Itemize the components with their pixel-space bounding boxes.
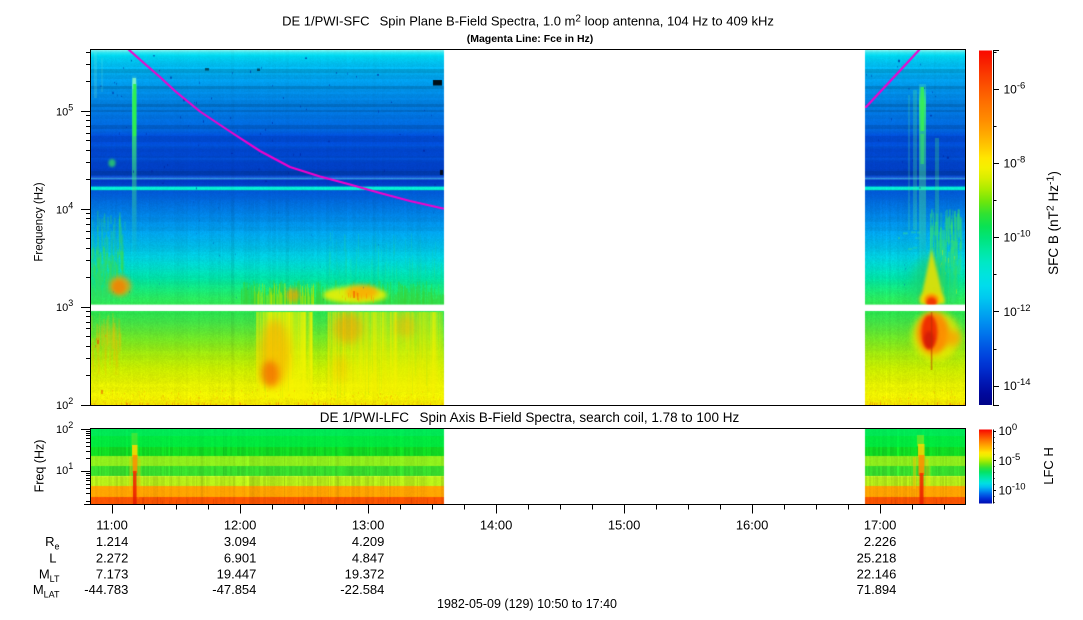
svg-text:10-10: 10-10 [1004, 229, 1031, 245]
svg-text:2.272: 2.272 [96, 550, 129, 565]
svg-text:102: 102 [56, 396, 73, 412]
svg-text:-47.854: -47.854 [212, 582, 256, 597]
svg-text:12:00: 12:00 [224, 518, 257, 533]
svg-text:Frequency (Hz): Frequency (Hz) [34, 182, 46, 261]
svg-text:14:00: 14:00 [480, 518, 513, 533]
svg-text:19.372: 19.372 [345, 566, 385, 581]
svg-text:11:00: 11:00 [96, 518, 128, 533]
svg-text:Freq (Hz): Freq (Hz) [33, 440, 47, 493]
svg-text:MLT: MLT [39, 566, 60, 584]
svg-text:4.209: 4.209 [352, 534, 385, 549]
svg-text:10-14: 10-14 [1004, 377, 1031, 393]
svg-text:10-5: 10-5 [999, 452, 1021, 468]
svg-text:15:00: 15:00 [608, 518, 641, 533]
svg-text:16:00: 16:00 [736, 518, 769, 533]
svg-text:104: 104 [56, 200, 73, 216]
svg-text:71.894: 71.894 [857, 582, 897, 597]
svg-text:2.226: 2.226 [864, 534, 897, 549]
svg-text:7.173: 7.173 [96, 566, 129, 581]
svg-text:MLAT: MLAT [33, 582, 60, 600]
svg-text:Re: Re [45, 534, 59, 552]
svg-text:10-8: 10-8 [1004, 155, 1026, 171]
svg-text:100: 100 [999, 422, 1018, 438]
svg-text:4.847: 4.847 [352, 550, 385, 565]
svg-text:1982-05-09 (129) 10:50 to 17:4: 1982-05-09 (129) 10:50 to 17:40 [437, 597, 617, 611]
svg-text:L: L [49, 550, 56, 565]
svg-text:10-12: 10-12 [1004, 303, 1031, 319]
svg-text:(Magenta Line: Fce in Hz): (Magenta Line: Fce in Hz) [467, 33, 594, 45]
svg-text:22.146: 22.146 [857, 566, 897, 581]
svg-text:103: 103 [56, 298, 73, 314]
svg-text:DE 1/PWI-SFC Spin Plane B-Fie: DE 1/PWI-SFC Spin Plane B-Field Spectra,… [282, 13, 774, 28]
svg-text:6.901: 6.901 [224, 550, 257, 565]
svg-text:13:00: 13:00 [352, 518, 385, 533]
svg-text:3.094: 3.094 [224, 534, 257, 549]
svg-text:-44.783: -44.783 [84, 582, 128, 597]
svg-text:SFC B (nT2 Hz-1): SFC B (nT2 Hz-1) [1045, 171, 1062, 275]
svg-text:25.218: 25.218 [857, 550, 897, 565]
svg-text:LFC H: LFC H [1041, 447, 1056, 485]
svg-text:105: 105 [56, 102, 73, 118]
svg-text:101: 101 [56, 461, 73, 477]
svg-text:17:00: 17:00 [864, 518, 897, 533]
svg-text:-22.584: -22.584 [340, 582, 384, 597]
svg-text:DE 1/PWI-LFC Spin Axis B-Fiel: DE 1/PWI-LFC Spin Axis B-Field Spectra, … [320, 410, 740, 425]
svg-text:102: 102 [56, 420, 73, 436]
svg-text:10-10: 10-10 [999, 482, 1026, 498]
svg-text:1.214: 1.214 [96, 534, 129, 549]
svg-text:19.447: 19.447 [217, 566, 257, 581]
svg-text:10-6: 10-6 [1004, 80, 1026, 96]
